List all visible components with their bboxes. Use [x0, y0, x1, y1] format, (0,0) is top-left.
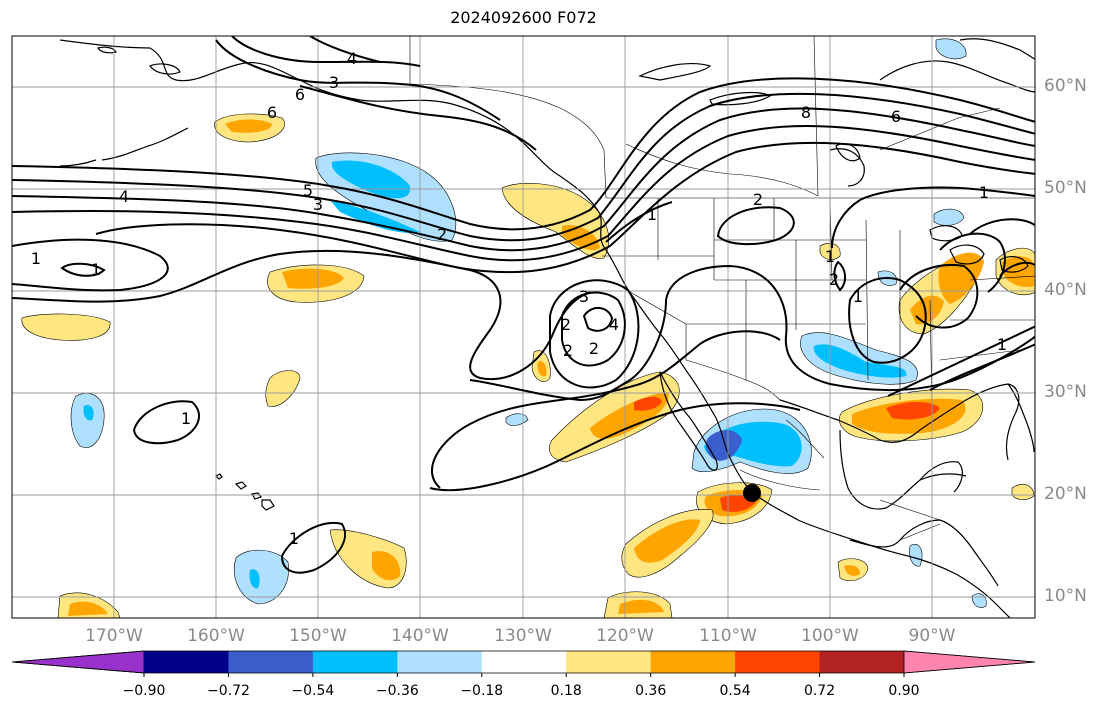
- longitude-label: 150°W: [289, 626, 347, 646]
- colorbar-tick-label: 0.72: [803, 683, 836, 699]
- contour-label: 2: [563, 341, 573, 360]
- colorbar-segment: [397, 651, 483, 673]
- longitude-label: 90°W: [908, 626, 956, 646]
- colorbar-tick-label: 0.18: [550, 683, 582, 699]
- colorbar-tick-label: 0.90: [888, 683, 920, 699]
- contour-label: 2: [437, 225, 447, 244]
- colorbar-tick-label: −0.18: [460, 683, 504, 699]
- contour-label: 2: [753, 190, 763, 209]
- contour-label: 5: [303, 181, 313, 200]
- colorbar-tick-label: −0.54: [291, 683, 335, 699]
- contour-label: 3: [329, 73, 339, 92]
- contour-label: 1: [91, 260, 101, 279]
- colorbar-tick-label: −0.90: [122, 683, 166, 699]
- colorbar-tick-label: 0.54: [719, 683, 751, 699]
- contour-label: 1: [979, 183, 989, 202]
- contour-label: 4: [347, 49, 357, 68]
- contour-label: 1: [647, 205, 657, 224]
- longitude-label: 160°W: [187, 626, 245, 646]
- latitude-label: 40°N: [1044, 280, 1087, 300]
- colorbar-segment: [481, 651, 567, 673]
- contour-label: 1: [853, 287, 863, 306]
- political-borders: [409, 36, 1035, 541]
- latitude-label: 20°N: [1044, 484, 1087, 504]
- contour-label: 1: [181, 409, 191, 428]
- longitude-label: 100°W: [801, 626, 859, 646]
- colorbar-segment: [228, 651, 314, 673]
- contour-label: 4: [609, 315, 619, 334]
- storm-center-dot: [743, 484, 761, 502]
- contour-label: 2: [829, 270, 839, 289]
- latitude-label: 50°N: [1044, 178, 1087, 198]
- contour-label: 2: [561, 315, 571, 334]
- colorbar-segment: [735, 651, 821, 673]
- colorbar-tick-label: 0.36: [635, 683, 667, 699]
- graticule: [12, 36, 1035, 618]
- contour-label: 6: [267, 103, 277, 122]
- contour-label: 1: [825, 247, 835, 266]
- colorbar-segment: [312, 651, 398, 673]
- colorbar-segment: [819, 651, 905, 673]
- colorbar-segment: [650, 651, 736, 673]
- map-background: [12, 36, 1035, 618]
- longitude-label: 110°W: [699, 626, 757, 646]
- contour-label: 6: [891, 107, 901, 126]
- longitude-label: 130°W: [494, 626, 552, 646]
- anomaly-shading: [21, 38, 1035, 618]
- colorbar-segment: [566, 651, 652, 673]
- contour-label: 1: [289, 529, 299, 548]
- contour-label: 6: [295, 85, 305, 104]
- map-frame: [11, 35, 1036, 619]
- contour-label: 2: [589, 339, 599, 358]
- longitude-label: 170°W: [85, 626, 143, 646]
- colorbar-segment: [144, 651, 229, 673]
- map-title: 2024092600 F072: [450, 8, 597, 27]
- contour-label: 1: [997, 335, 1007, 354]
- contour-label: 8: [801, 103, 811, 122]
- contour-label: 3: [579, 287, 589, 306]
- colorbar-tick-label: −0.72: [206, 683, 250, 699]
- longitude-label: 140°W: [391, 626, 449, 646]
- colorbar: [11, 650, 1036, 677]
- contour-label: 1: [31, 249, 41, 268]
- colorbar-tick-label: −0.36: [375, 683, 419, 699]
- latitude-label: 10°N: [1044, 586, 1087, 606]
- colorbar-extend-low: [11, 650, 145, 674]
- contour-label: 3: [313, 195, 323, 214]
- longitude-label: 120°W: [596, 626, 654, 646]
- contour-lines: [12, 36, 1035, 574]
- latitude-label: 30°N: [1044, 382, 1087, 402]
- latitude-label: 60°N: [1044, 76, 1087, 96]
- contour-label: 4: [119, 187, 129, 206]
- colorbar-extend-high: [903, 650, 1036, 674]
